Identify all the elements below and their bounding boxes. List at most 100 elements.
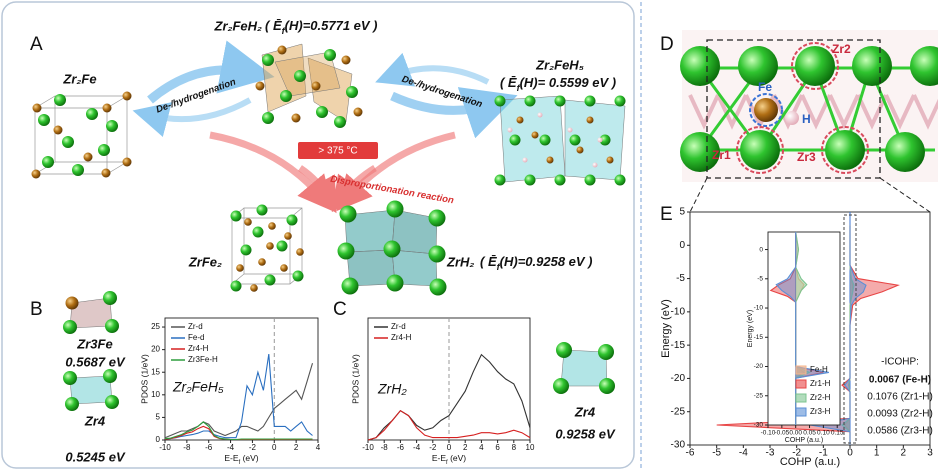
site-name: Zr4 <box>84 413 106 428</box>
atom <box>586 116 594 124</box>
atom <box>339 205 357 223</box>
atom <box>101 168 111 178</box>
arrow <box>375 52 490 87</box>
atom <box>103 291 117 305</box>
atom <box>429 278 447 296</box>
x-axis-label: E-Ef (eV) <box>432 453 466 465</box>
atom <box>294 70 306 82</box>
site-energy: 0.5245 eV <box>65 449 126 464</box>
x-axis-label: COHP (a.u.) <box>785 437 823 444</box>
atom <box>286 214 298 226</box>
x-tick-label: 0 <box>447 443 452 452</box>
panel-label: C <box>333 299 347 320</box>
atom <box>292 270 304 282</box>
y-tick-label: -15 <box>754 334 764 341</box>
legend-label: Zr-d <box>188 322 203 331</box>
icohp-value: 0.1076 (Zr1-H) <box>867 392 933 403</box>
x-tick-label: 2 <box>294 443 299 452</box>
atom <box>296 248 304 256</box>
y-tick-label: -10 <box>754 305 764 312</box>
y-tick-label: -10 <box>671 306 686 317</box>
x-tick-label: -5 <box>712 448 721 459</box>
atom <box>592 162 598 168</box>
atom <box>606 156 614 164</box>
x-tick-label: -6 <box>397 443 405 452</box>
x-tick-label: -8 <box>381 443 389 452</box>
text-part: f <box>239 460 241 466</box>
annotation: ZrH₂ <box>377 381 407 397</box>
formula: ZrH₂ <box>446 254 474 269</box>
y-tick-label: -25 <box>671 406 686 417</box>
atom <box>103 369 117 383</box>
formula: Zr₂Fe <box>62 71 96 86</box>
x-tick-label: -4 <box>739 448 748 459</box>
site-energy: 0.5687 eV <box>65 354 126 369</box>
atom <box>264 274 276 286</box>
formation-energy: ( Ēf(H)=0.5771 eV ) <box>265 18 378 36</box>
x-tick-label: 0.15 <box>831 430 844 437</box>
atom-label: Zr3 <box>797 150 816 164</box>
x-tick-label: -0.05 <box>774 430 789 437</box>
atom <box>599 378 615 394</box>
atom <box>910 46 938 86</box>
atom <box>738 46 778 86</box>
atom <box>311 81 321 91</box>
zoom-box <box>843 214 857 444</box>
atom <box>522 157 528 163</box>
series-line <box>367 409 531 441</box>
series-line <box>164 421 313 441</box>
plot-frame <box>767 231 841 426</box>
highlight-ring <box>736 126 784 174</box>
atom <box>65 296 79 310</box>
atom <box>740 130 780 170</box>
x-axis-label: COHP (a.u.) <box>780 456 840 468</box>
atom <box>268 222 276 230</box>
atom <box>334 116 346 128</box>
atom <box>509 134 521 146</box>
text-part: (eV) <box>448 453 467 463</box>
y-tick-label: -25 <box>754 392 764 399</box>
atom-label: Fe <box>758 80 772 94</box>
highlight-ring <box>749 93 783 127</box>
text-part: Ē <box>508 75 517 90</box>
arrow <box>132 97 252 137</box>
atom <box>236 264 244 272</box>
x-tick-label: -1 <box>819 448 828 459</box>
panel-label: E <box>660 204 673 225</box>
arrow <box>390 87 518 139</box>
atom <box>32 103 42 113</box>
text-part: (eV) <box>240 453 259 463</box>
atom <box>524 95 536 107</box>
atom <box>785 111 799 125</box>
atom <box>280 264 288 272</box>
atom <box>38 114 50 126</box>
text-part: Ē <box>273 18 282 33</box>
temperature-box <box>298 142 378 159</box>
y-tick-label: 20 <box>151 345 160 354</box>
formation-energy: ( Ēf(H)= 0.5599 eV ) <box>500 75 616 93</box>
y-tick-label: 5 <box>679 207 685 218</box>
atom <box>262 54 274 66</box>
atom <box>554 174 566 186</box>
atom <box>252 226 264 238</box>
atom <box>507 127 513 133</box>
y-tick-label: 5 <box>156 413 161 422</box>
icohp-value: 0.0586 (Zr3-H) <box>867 426 933 437</box>
area <box>776 232 829 425</box>
atom <box>852 46 892 86</box>
area <box>810 225 866 445</box>
atom <box>54 94 66 106</box>
atom <box>494 174 506 186</box>
atom <box>258 258 266 266</box>
atom <box>53 125 63 135</box>
y-tick-label: -30 <box>671 440 686 451</box>
text-part: (H)=0.9258 eV ) <box>500 254 593 269</box>
atom <box>383 240 401 258</box>
atom <box>386 200 404 218</box>
zoom-line <box>689 177 931 213</box>
x-tick-label: 0.05 <box>803 430 816 437</box>
text-part: f <box>517 83 521 93</box>
legend-label: Zr2-H <box>810 393 831 402</box>
formula: ZrFe₂ <box>188 254 222 269</box>
